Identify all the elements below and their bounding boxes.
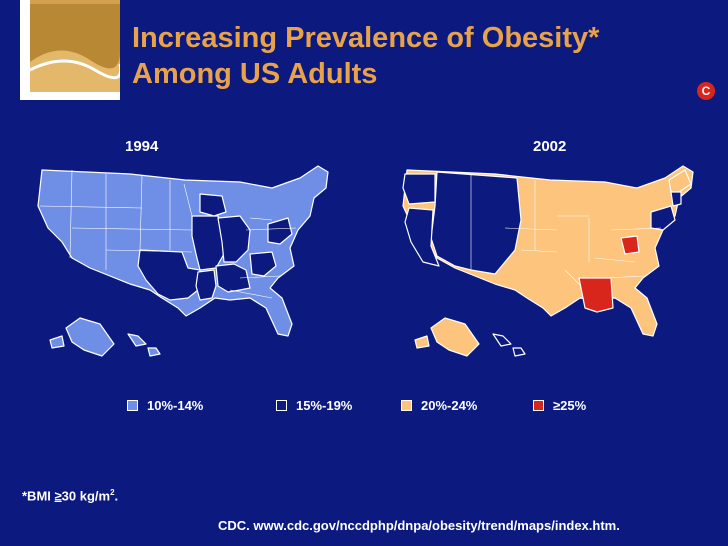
logo-icon xyxy=(20,0,120,100)
us-map-2002 xyxy=(402,165,694,357)
year-label-2002: 2002 xyxy=(533,138,567,155)
title-line-1: Increasing Prevalence of Obesity* xyxy=(132,22,600,54)
legend-item-2: 15%-19% xyxy=(276,398,352,413)
legend-label-3: 20%-24% xyxy=(421,398,478,413)
bmi-symbol: ≥ xyxy=(54,488,62,504)
legend-label-1: 10%-14% xyxy=(147,398,204,413)
copyright-c-icon: C xyxy=(697,82,715,100)
legend-item-1: 10%-14% xyxy=(127,398,203,413)
us-map-1994 xyxy=(37,165,329,357)
legend-swatch-mid xyxy=(276,400,287,411)
source-citation: CDC. www.cdc.gov/nccdphp/dnpa/obesity/tr… xyxy=(218,518,620,533)
bmi-footnote: *BMI ≥30 kg/m2. xyxy=(22,488,119,504)
legend-label-2: 15%-19% xyxy=(296,398,353,413)
legend-item-3: 20%-24% xyxy=(401,398,477,413)
title-line-2: Among US Adults xyxy=(132,58,378,90)
legend-swatch-top xyxy=(533,400,544,411)
legend-item-4: ≥25% xyxy=(533,398,586,413)
page-title: Increasing Prevalence of Obesity* Among … xyxy=(132,20,599,92)
legend-swatch-low xyxy=(127,400,138,411)
legend-swatch-high xyxy=(401,400,412,411)
year-label-1994: 1994 xyxy=(125,138,159,155)
legend-label-4: ≥25% xyxy=(553,398,587,413)
